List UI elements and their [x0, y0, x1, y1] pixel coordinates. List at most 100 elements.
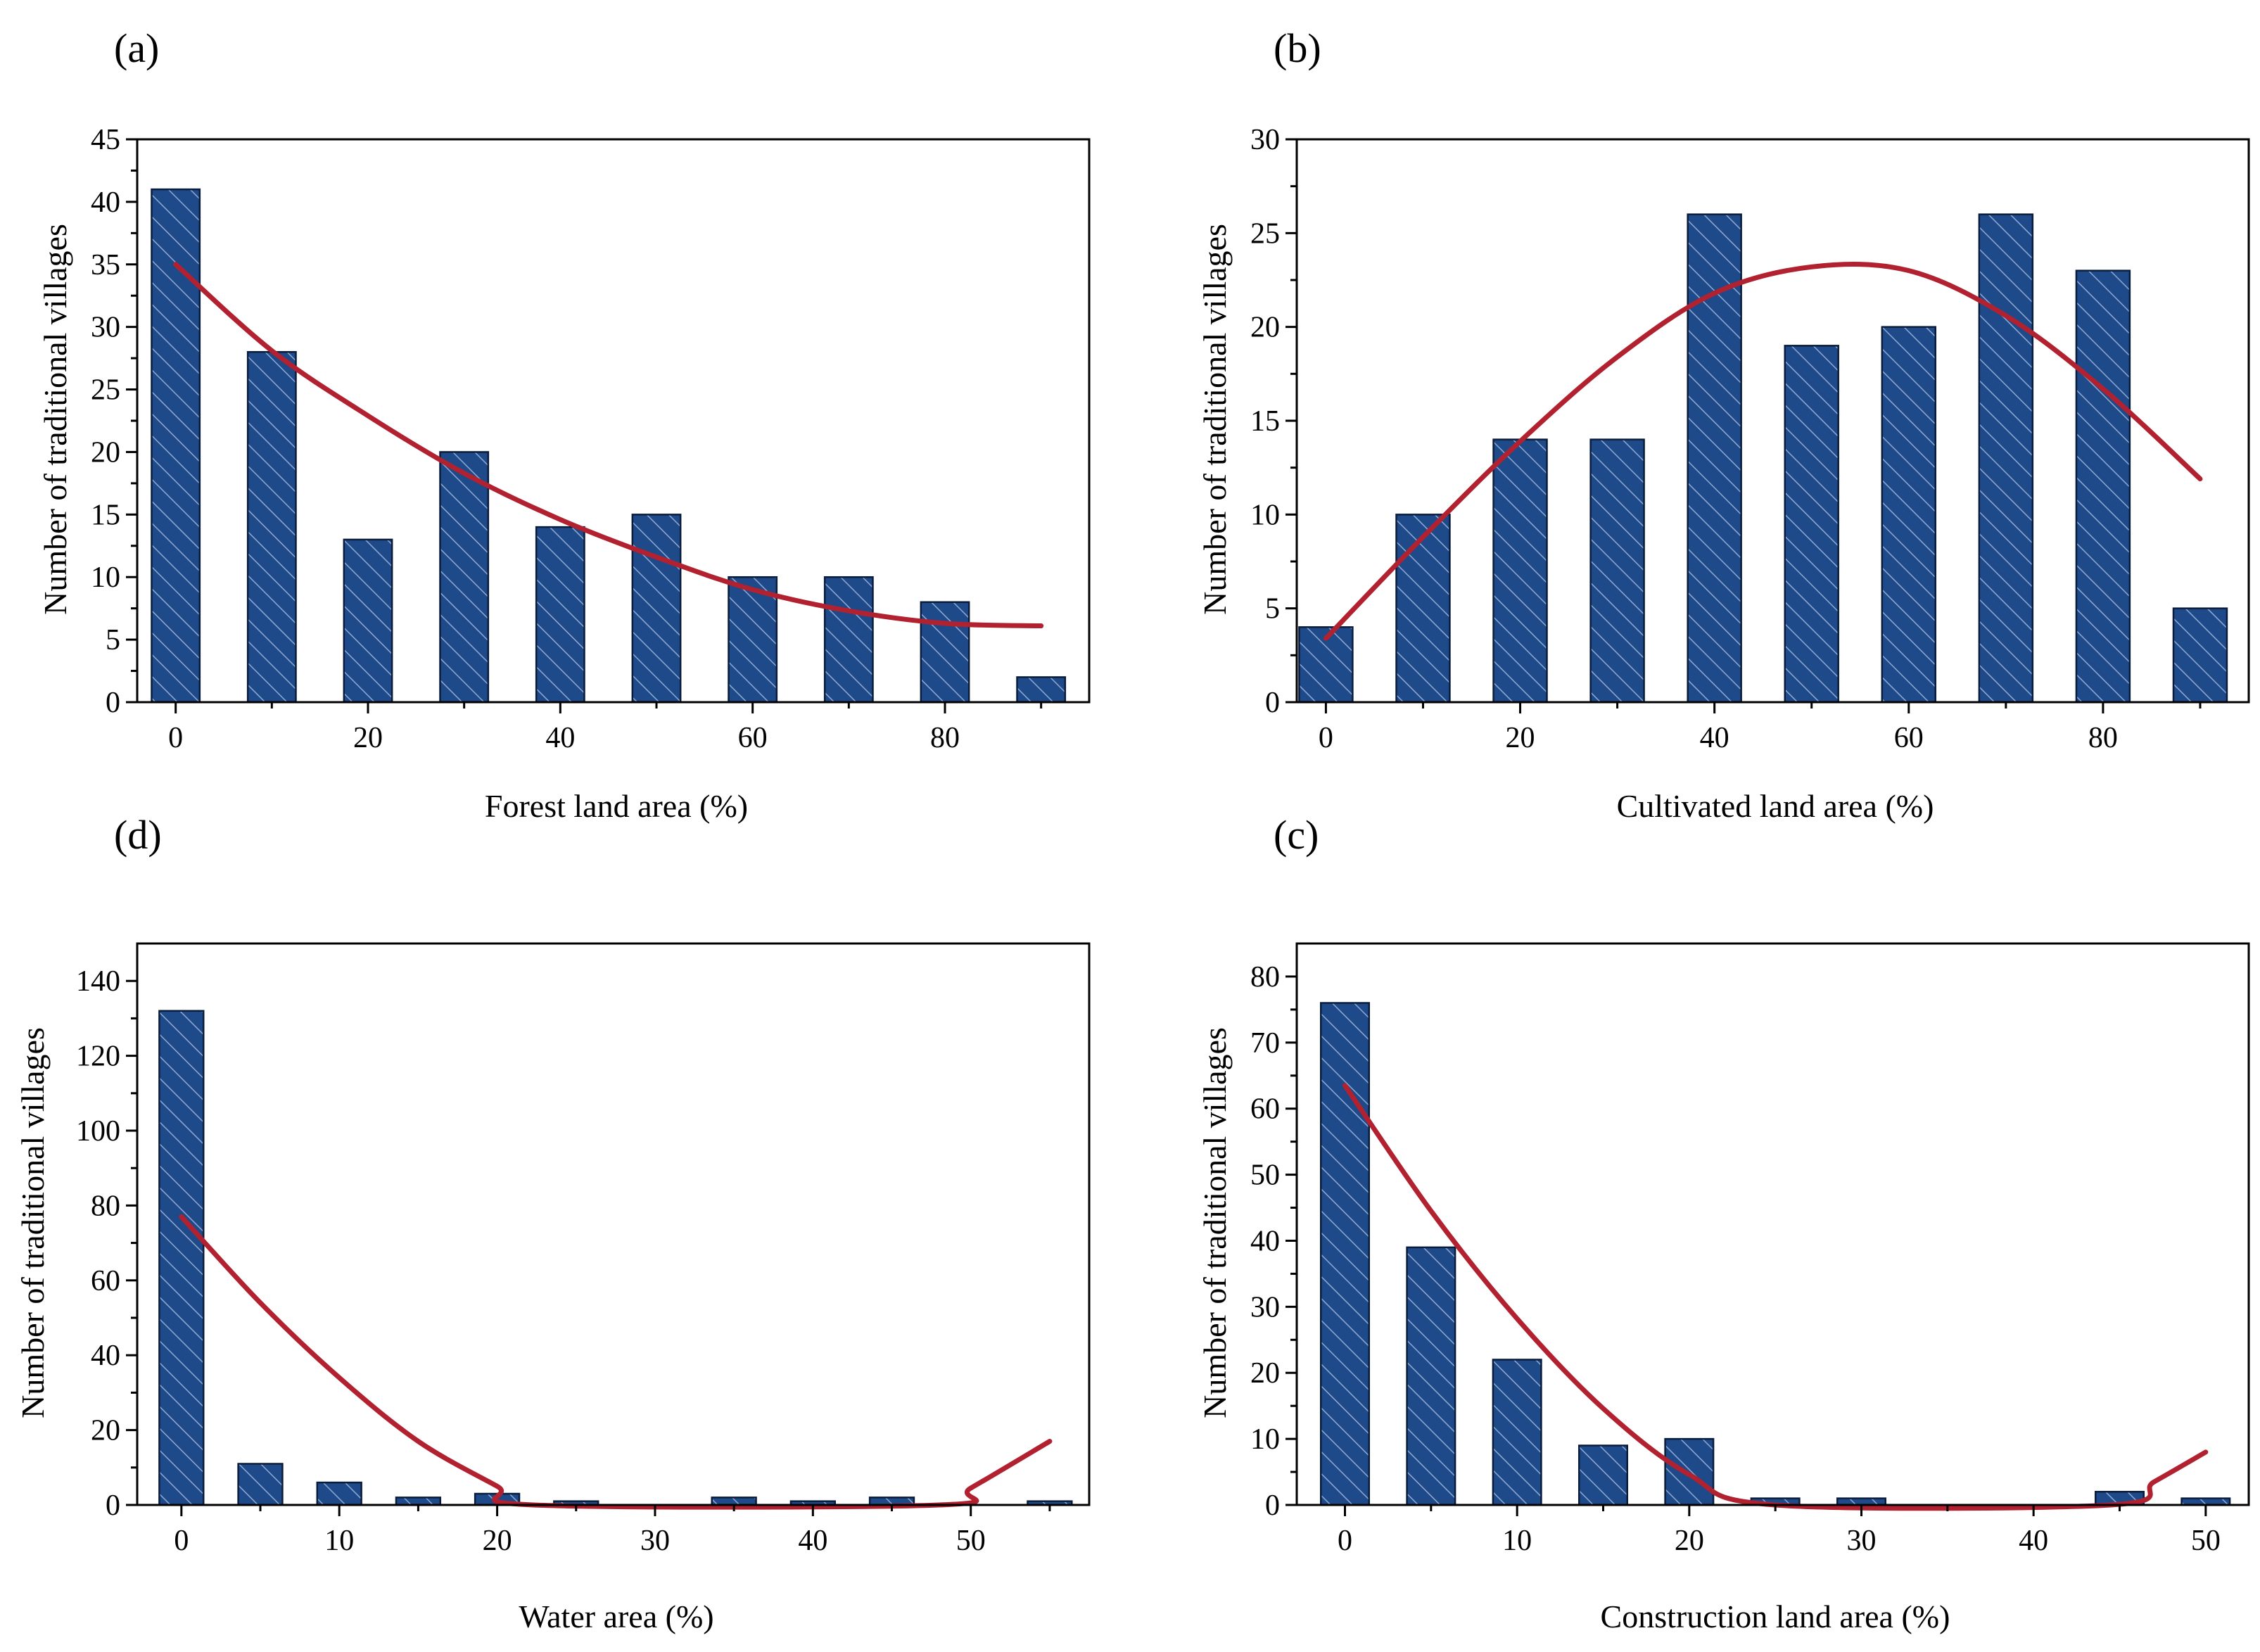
- y-tick-label-c-7: 70: [1250, 1027, 1280, 1060]
- bar-b-5: [1784, 345, 1839, 704]
- y-tick-label-a-7: 35: [91, 249, 120, 281]
- bar-a-7: [823, 576, 874, 704]
- y-tick-label-d-5: 100: [76, 1115, 120, 1148]
- bar-a-1: [246, 350, 297, 704]
- bar-d-1: [237, 1463, 284, 1506]
- x-tick-label-b-1: 20: [1506, 722, 1535, 754]
- x-tick-label-b-3: 60: [1894, 722, 1924, 754]
- y-tick-label-c-4: 40: [1250, 1225, 1280, 1257]
- chart-a: (a) 0 5 10 15 20 25 30 35 40 45 0 20 40 60 80 Forest l…: [37, 25, 1091, 824]
- bar-c-2: [1492, 1359, 1542, 1506]
- bar-c-3: [1578, 1444, 1629, 1506]
- x-axis-title-d: Water area (%): [519, 1599, 713, 1634]
- y-tick-label-c-0: 0: [1265, 1489, 1280, 1522]
- chart-d: (d) 0 20 40 60 80 100 120 140 0 10 20 30 40 50 Water …: [15, 812, 1091, 1634]
- x-tick-label-c-4: 40: [2019, 1525, 2048, 1557]
- x-tick-label-b-0: 0: [1319, 722, 1333, 754]
- y-tick-label-a-9: 45: [91, 124, 120, 156]
- y-tick-label-b-4: 20: [1250, 312, 1280, 344]
- plot-frame-c: [1295, 942, 2250, 1506]
- x-tick-label-d-3: 30: [640, 1525, 670, 1557]
- y-tick-label-d-7: 140: [76, 965, 120, 998]
- x-tick-label-d-5: 50: [956, 1525, 986, 1557]
- bar-a-2: [343, 538, 393, 704]
- y-tick-label-d-4: 80: [91, 1190, 120, 1222]
- panel-letter-c: (c): [1274, 812, 1319, 858]
- plot-a: 0 5 10 15 20 25 30 35 40 45 0 20 40 60 80: [91, 124, 1091, 754]
- panel-letter-a: (a): [114, 25, 159, 71]
- bar-a-9: [1016, 676, 1067, 704]
- y-tick-label-c-2: 20: [1250, 1357, 1280, 1390]
- bar-b-8: [2075, 269, 2131, 704]
- bar-c-1: [1406, 1246, 1456, 1506]
- y-tick-label-c-5: 50: [1250, 1159, 1280, 1192]
- fit-curve-b: [1323, 262, 2203, 641]
- y-tick-label-b-1: 5: [1265, 593, 1280, 625]
- bar-d-3: [395, 1497, 442, 1506]
- y-tick-label-b-3: 15: [1250, 405, 1280, 438]
- bar-b-2: [1492, 438, 1548, 704]
- bar-a-3: [439, 451, 490, 704]
- y-tick-label-c-1: 10: [1250, 1423, 1280, 1456]
- y-tick-label-c-6: 60: [1250, 1093, 1280, 1126]
- x-tick-label-d-0: 0: [174, 1525, 189, 1557]
- bar-b-6: [1881, 326, 1937, 704]
- y-tick-label-d-3: 60: [91, 1265, 120, 1297]
- bar-a-5: [631, 514, 682, 704]
- x-tick-label-d-2: 20: [483, 1525, 512, 1557]
- bar-b-3: [1589, 438, 1645, 704]
- y-tick-label-a-1: 5: [106, 624, 120, 656]
- y-tick-label-a-2: 10: [91, 561, 120, 594]
- bar-c-0: [1320, 1002, 1371, 1506]
- y-tick-label-a-3: 15: [91, 499, 120, 531]
- plot-d: 0 20 40 60 80 100 120 140 0 10 20 30 40 50: [76, 942, 1091, 1557]
- chart-b: (b) 0 5 10 15 20 25 30 0 20 40 60 80 Cultivated lan…: [1197, 25, 2250, 824]
- y-tick-label-a-5: 25: [91, 374, 120, 407]
- y-tick-label-d-1: 20: [91, 1415, 120, 1447]
- y-tick-label-d-0: 0: [106, 1489, 120, 1522]
- y-tick-label-a-0: 0: [106, 687, 120, 719]
- panel-letter-d: (d): [114, 812, 162, 858]
- chart-c: (c) 0 10 20 30 40 50 60 70 80 0 10 20 30 40 50 Constru…: [1197, 812, 2250, 1634]
- x-tick-label-c-2: 20: [1675, 1525, 1704, 1557]
- bar-a-6: [728, 576, 778, 704]
- x-tick-label-c-1: 10: [1502, 1525, 1532, 1557]
- y-tick-label-d-6: 120: [76, 1041, 120, 1073]
- x-tick-label-d-1: 10: [324, 1525, 354, 1557]
- fit-curve-a: [173, 262, 1044, 629]
- plot-frame-d: [136, 942, 1091, 1506]
- y-tick-label-a-6: 30: [91, 312, 120, 344]
- bar-b-1: [1395, 514, 1451, 704]
- bar-a-0: [151, 188, 201, 704]
- plot-c: 0 10 20 30 40 50 60 70 80 0 10 20 30 40 50: [1250, 942, 2250, 1557]
- fit-curve-c: [1342, 1083, 2209, 1511]
- x-tick-label-c-0: 0: [1338, 1525, 1352, 1557]
- x-tick-label-c-3: 30: [1847, 1525, 1877, 1557]
- bar-a-8: [920, 601, 970, 704]
- panel-letter-b: (b): [1274, 25, 1321, 71]
- x-tick-label-c-5: 50: [2191, 1525, 2221, 1557]
- bar-b-9: [2172, 607, 2228, 704]
- x-tick-label-a-1: 20: [353, 722, 383, 754]
- x-axis-title-a: Forest land area (%): [485, 788, 748, 824]
- x-tick-label-d-4: 40: [798, 1525, 827, 1557]
- y-tick-label-a-4: 20: [91, 436, 120, 469]
- y-tick-label-a-8: 40: [91, 186, 120, 219]
- fit-curve-d: [179, 1214, 1053, 1510]
- bar-d-0: [158, 1010, 205, 1506]
- y-axis-title-a: Number of traditional villages: [37, 224, 73, 615]
- y-tick-label-c-3: 30: [1250, 1291, 1280, 1323]
- x-tick-label-b-2: 40: [1700, 722, 1729, 754]
- x-axis-title-b: Cultivated land area (%): [1617, 788, 1934, 824]
- x-tick-label-a-2: 40: [545, 722, 575, 754]
- x-tick-label-a-3: 60: [738, 722, 768, 754]
- y-tick-label-c-8: 80: [1250, 961, 1280, 993]
- bar-d-2: [316, 1481, 362, 1506]
- x-tick-label-a-4: 80: [930, 722, 960, 754]
- y-axis-title-c: Number of traditional villages: [1197, 1027, 1233, 1418]
- bar-d-6: [711, 1497, 757, 1506]
- y-tick-label-b-6: 30: [1250, 124, 1280, 156]
- y-tick-label-b-2: 10: [1250, 499, 1280, 531]
- bar-b-7: [1978, 213, 2034, 704]
- y-tick-label-d-2: 40: [91, 1340, 120, 1372]
